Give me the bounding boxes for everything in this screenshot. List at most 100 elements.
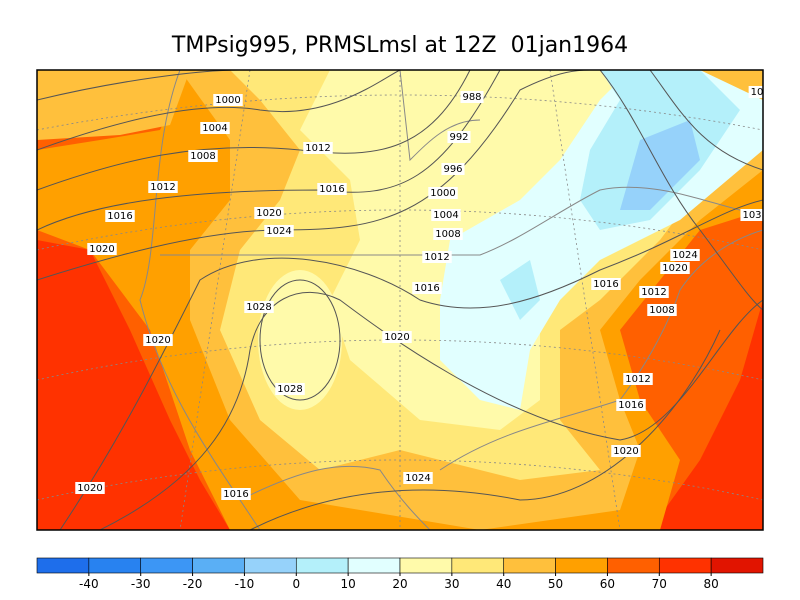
field-fill (650, 300, 763, 530)
contour-label: 1016 (223, 489, 248, 500)
contour-labels: 1000 1004 1008 1012 1016 1020 1020 1020 1016 1012… (75, 86, 764, 500)
contour-label-bg (740, 209, 763, 221)
contour-label: 1012 (641, 287, 666, 298)
colorbar-label: 60 (600, 577, 615, 591)
contour-label-bg (403, 472, 433, 484)
colorbar-label: -10 (235, 577, 255, 591)
contour-label: 103 (742, 210, 761, 221)
borders (139, 70, 763, 530)
colorbar-box (36, 557, 90, 574)
contour-label-bg (460, 91, 484, 103)
contour-label: 1016 (593, 279, 618, 290)
colorbar-box (399, 557, 453, 574)
contour-label-bg (75, 482, 105, 494)
contour-label: 1028 (246, 302, 271, 313)
contour-label-bg (188, 150, 218, 162)
colorbar-label: 0 (292, 577, 300, 591)
contour-label: 1020 (613, 446, 638, 457)
contour-label: 1016 (618, 400, 643, 411)
contour-label: 1020 (89, 244, 114, 255)
contour-label-bg (87, 243, 117, 255)
colorbar-box (503, 557, 556, 574)
contour-label-bg (591, 278, 621, 290)
contour-label: 10 (751, 87, 764, 98)
field-fill (37, 70, 190, 140)
contour-label-bg (221, 488, 251, 500)
colorbar-box (88, 557, 142, 574)
contour-label-bg (317, 183, 347, 195)
contour-label: 1012 (305, 143, 330, 154)
contour-label-bg (670, 249, 700, 261)
contour-label-bg (213, 94, 243, 106)
colorbar-box (192, 557, 245, 574)
contour-label: 1012 (424, 252, 449, 263)
contour-label: 1012 (150, 182, 175, 193)
field-fill (500, 260, 540, 320)
contour-label: 1008 (435, 229, 460, 240)
colorbar-label: 70 (652, 577, 667, 591)
contour-label-bg (428, 187, 458, 199)
colorbar-label: 50 (548, 577, 563, 591)
colorbar-box (347, 557, 401, 574)
field-fill (37, 240, 230, 530)
contour-label-bg (254, 207, 284, 219)
contour-label: 1000 (215, 95, 240, 106)
contour-label-bg (611, 445, 641, 457)
contour-label: 1020 (384, 332, 409, 343)
map-title: TMPsig995, PRMSLmsl at 12Z 01jan1964 (171, 33, 628, 58)
contour-label-bg (303, 142, 333, 154)
contour-label: 1024 (405, 473, 430, 484)
contour-label-bg (748, 86, 763, 98)
contour-label: 1012 (625, 374, 650, 385)
colorbar-label: 30 (444, 577, 459, 591)
contour-label-bg (441, 163, 465, 175)
field-fill (258, 270, 342, 410)
colorbar-box (244, 557, 297, 574)
colorbar-box (555, 557, 608, 574)
contour-label: 992 (449, 132, 468, 143)
colorbar-label: -20 (183, 577, 203, 591)
colorbar-label: -30 (131, 577, 151, 591)
colorbar-box (295, 557, 349, 574)
contour-label-bg (660, 262, 690, 274)
colorbar-label: -40 (79, 577, 99, 591)
contour-label-bg (647, 304, 677, 316)
contour-label: 1004 (433, 210, 458, 221)
colorbar-box (140, 557, 193, 574)
contour-label-bg (105, 210, 135, 222)
contour-label: 1016 (414, 283, 439, 294)
contour-label-bg (623, 373, 653, 385)
map-frame (36, 69, 764, 531)
map-area: 1000 1004 1008 1012 1016 1020 1020 1020 1016 1012… (37, 70, 764, 530)
contour-label: 988 (462, 92, 481, 103)
contour-label: 1020 (145, 335, 170, 346)
contour-label: 1020 (662, 263, 687, 274)
contour-label-bg (275, 383, 305, 395)
contour-label-bg (200, 122, 230, 134)
contour-label: 1028 (277, 384, 302, 395)
colorbar-box (710, 557, 764, 574)
contour-label: 1024 (672, 250, 697, 261)
contour-label-bg (148, 181, 178, 193)
contour-label-bg (447, 131, 471, 143)
contour-label-bg (382, 331, 412, 343)
contour-label-bg (433, 228, 463, 240)
contour-label: 1008 (190, 151, 215, 162)
contour-label: 1024 (266, 226, 291, 237)
contour-label: 1016 (107, 211, 132, 222)
contour-label-bg (422, 251, 452, 263)
contour-label-bg (639, 286, 669, 298)
contour-label-bg (431, 209, 461, 221)
contour-label-bg (616, 399, 646, 411)
contour-label-bg (244, 301, 274, 313)
contour-label: 1000 (430, 188, 455, 199)
colorbar: -40 -30 -20 -10 0 10 20 30 40 50 60 70 80 (36, 557, 764, 591)
isobars (37, 70, 763, 530)
colorbar-label: 10 (341, 577, 356, 591)
colorbar-label: 20 (392, 577, 407, 591)
colorbar-box (451, 557, 505, 574)
contour-label: 1004 (202, 123, 227, 134)
contour-label-bg (143, 334, 173, 346)
contour-label: 1020 (77, 483, 102, 494)
